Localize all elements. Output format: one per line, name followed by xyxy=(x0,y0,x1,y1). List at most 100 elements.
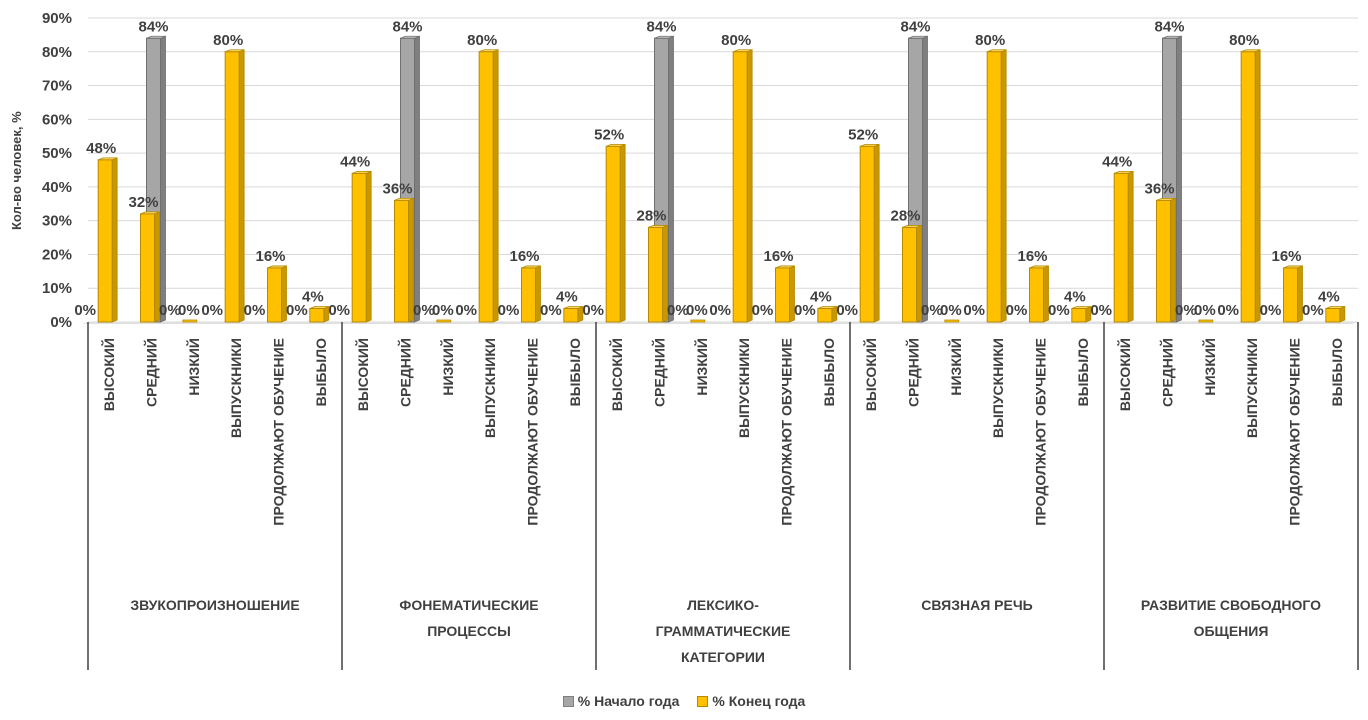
data-label-start: 0% xyxy=(1048,302,1070,319)
bar-end xyxy=(563,307,579,323)
x-tick-label: НИЗКИЙ xyxy=(439,338,456,396)
bar-end xyxy=(775,267,790,323)
bar-end xyxy=(648,226,663,323)
x-tick-label: ВЫПУСКНИКИ xyxy=(482,338,498,438)
x-tick-label: НИЗКИЙ xyxy=(693,338,710,396)
bar-end xyxy=(1283,267,1298,323)
bar-end xyxy=(690,319,706,323)
data-label-start: 0% xyxy=(328,302,350,319)
bar-end xyxy=(605,145,621,323)
group-label: КАТЕГОРИИ xyxy=(681,649,765,665)
data-label-end: 0% xyxy=(686,302,708,319)
legend-label-start: % Начало года xyxy=(577,693,680,709)
x-tick-label: ПРОДОЛЖАЮТ ОБУЧЕНИЕ xyxy=(779,338,795,526)
data-label-end: 0% xyxy=(940,302,962,319)
x-tick-label: СРЕДНИЙ xyxy=(143,338,160,407)
bar-end-side xyxy=(238,49,245,323)
data-label-end: 80% xyxy=(213,32,243,49)
x-tick-label: ВЫБЫЛО xyxy=(1329,338,1345,406)
data-label-start: 0% xyxy=(752,302,774,319)
data-label-start: 0% xyxy=(1090,302,1112,319)
bar-start-side xyxy=(414,35,420,323)
x-tick-label: ВЫСОКИЙ xyxy=(862,338,879,411)
data-label-end: 28% xyxy=(890,207,920,224)
data-label-start: 84% xyxy=(900,18,930,35)
data-label-start: 0% xyxy=(244,302,266,319)
data-label-end: 48% xyxy=(86,140,116,157)
group-label: ЛЕКСИКО- xyxy=(687,597,759,613)
x-tick-label: ПРОДОЛЖАЮТ ОБУЧЕНИЕ xyxy=(1033,338,1049,526)
x-tick-label: ВЫСОКИЙ xyxy=(1116,338,1133,411)
y-tick-label: 20% xyxy=(42,246,72,263)
bar-end xyxy=(394,199,409,323)
x-tick-label: ВЫПУСКНИКИ xyxy=(228,338,244,438)
bar-end-side xyxy=(1127,170,1134,323)
data-label-start: 0% xyxy=(709,302,731,319)
x-tick-label: СРЕДНИЙ xyxy=(397,338,414,407)
data-label-start: 0% xyxy=(1260,302,1282,319)
x-tick-label: НИЗКИЙ xyxy=(1201,338,1218,396)
data-label-end: 80% xyxy=(467,32,497,49)
group-label: ЗВУКОПРОИЗНОШЕНИЕ xyxy=(130,597,299,613)
group-label: ГРАММАТИЧЕСКИЕ xyxy=(656,623,791,639)
bar-end xyxy=(1325,307,1341,323)
legend-swatch-end xyxy=(697,695,709,707)
y-tick-label: 90% xyxy=(42,10,72,27)
data-label-end: 0% xyxy=(432,302,454,319)
bar-end-side xyxy=(873,143,880,323)
x-tick-label: ПРОДОЛЖАЮТ ОБУЧЕНИЕ xyxy=(525,338,541,526)
x-tick-label: ВЫБЫЛО xyxy=(313,338,329,406)
data-label-end: 16% xyxy=(509,248,539,265)
group-label: СВЯЗНАЯ РЕЧЬ xyxy=(921,597,1032,613)
data-label-start: 0% xyxy=(921,302,943,319)
group-label: ФОНЕМАТИЧЕСКИЕ xyxy=(399,597,538,613)
data-label-end: 4% xyxy=(1318,288,1340,305)
data-label-start: 84% xyxy=(138,18,168,35)
data-label-start: 0% xyxy=(963,302,985,319)
x-tick-label: ПРОДОЛЖАЮТ ОБУЧЕНИЕ xyxy=(271,338,287,526)
data-label-end: 4% xyxy=(556,288,578,305)
group-label: ПРОЦЕССЫ xyxy=(427,623,511,639)
x-tick-label: ПРОДОЛЖАЮТ ОБУЧЕНИЕ xyxy=(1287,338,1303,526)
data-label-end: 36% xyxy=(1144,180,1174,197)
data-label-end: 16% xyxy=(1017,248,1047,265)
x-tick-label: ВЫБЫЛО xyxy=(1075,338,1091,406)
bar-end xyxy=(1029,267,1044,323)
y-tick-label: 30% xyxy=(42,213,72,230)
bar-end xyxy=(224,51,240,323)
x-tick-label: ВЫБЫЛО xyxy=(567,338,583,406)
bar-end-side xyxy=(619,143,626,323)
y-tick-label: 60% xyxy=(42,111,72,128)
bar-end-side xyxy=(1254,49,1261,323)
legend: % Начало года % Конец года xyxy=(0,693,1368,709)
data-label-end: 4% xyxy=(810,288,832,305)
data-label-start: 0% xyxy=(455,302,477,319)
legend-swatch-start xyxy=(562,695,574,707)
data-label-end: 16% xyxy=(763,248,793,265)
data-label-end: 52% xyxy=(594,126,624,143)
data-label-end: 28% xyxy=(636,207,666,224)
bar-end xyxy=(986,51,1002,323)
bar-end xyxy=(944,319,960,323)
x-tick-label: ВЫСОКИЙ xyxy=(100,338,117,411)
bar-start-side xyxy=(160,35,166,323)
data-label-start: 0% xyxy=(286,302,308,319)
data-label-start: 84% xyxy=(646,18,676,35)
bar-end xyxy=(478,51,494,323)
data-label-start: 0% xyxy=(1302,302,1324,319)
data-label-end: 4% xyxy=(302,288,324,305)
data-label-start: 0% xyxy=(413,302,435,319)
bar-end xyxy=(1156,199,1171,323)
bar-end-side xyxy=(746,49,753,323)
group-label: РАЗВИТИЕ СВОБОДНОГО xyxy=(1141,597,1321,613)
data-label-end: 36% xyxy=(382,180,412,197)
data-label-end: 52% xyxy=(848,126,878,143)
x-tick-label: ВЫБЫЛО xyxy=(821,338,837,406)
bar-end xyxy=(1240,51,1256,323)
y-tick-label: 10% xyxy=(42,280,72,297)
data-label-start: 84% xyxy=(392,18,422,35)
bar-end xyxy=(1071,307,1087,323)
group-label: ОБЩЕНИЯ xyxy=(1194,623,1269,639)
x-tick-label: НИЗКИЙ xyxy=(947,338,964,396)
bar-start-side xyxy=(922,35,928,323)
